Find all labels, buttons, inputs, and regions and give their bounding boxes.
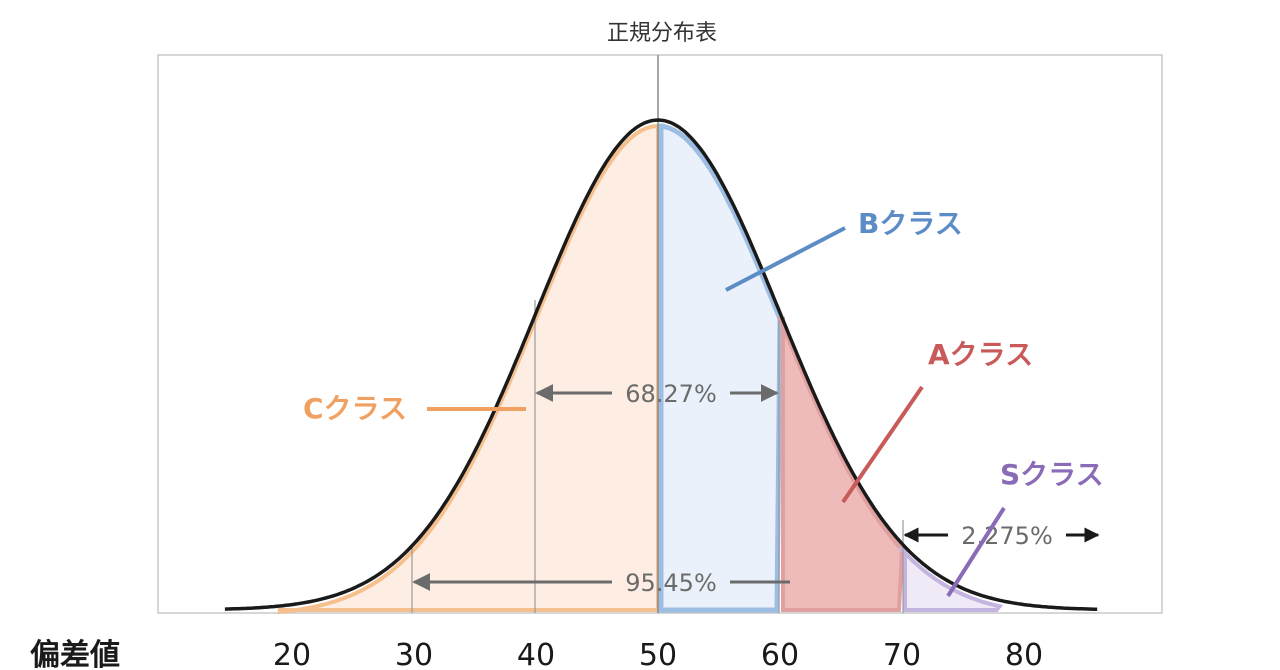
s-class-leader (946, 506, 1006, 598)
s-class-label: Sクラス (1000, 458, 1104, 491)
c-class-region (277, 123, 660, 615)
a-class-region (777, 316, 905, 612)
one-sigma-label: 68.27% (625, 380, 717, 408)
x-axis-ticks: 20 30 40 50 60 70 80 (273, 638, 1043, 670)
b-class-label: Bクラス (858, 207, 963, 240)
b-class-leader (725, 226, 846, 292)
normal-curve (224, 118, 1098, 611)
x-tick-label: 50 (639, 638, 677, 670)
a-class-leader (841, 385, 924, 504)
x-tick-label: 40 (517, 638, 555, 670)
x-axis-label: 偏差値 (30, 638, 120, 670)
x-tick-label: 20 (273, 638, 311, 670)
chart-title: 正規分布表 (607, 21, 717, 46)
x-tick-label: 60 (761, 638, 799, 670)
c-class-label: Cクラス (303, 392, 407, 425)
a-class-label: Aクラス (928, 338, 1033, 371)
x-tick-label: 30 (395, 638, 433, 670)
two-sigma-label: 95.45% (625, 569, 717, 597)
b-class-region (657, 123, 783, 613)
x-tick-label: 80 (1005, 638, 1043, 670)
tail-label: 2.275% (961, 522, 1053, 550)
x-tick-label: 70 (883, 638, 921, 670)
